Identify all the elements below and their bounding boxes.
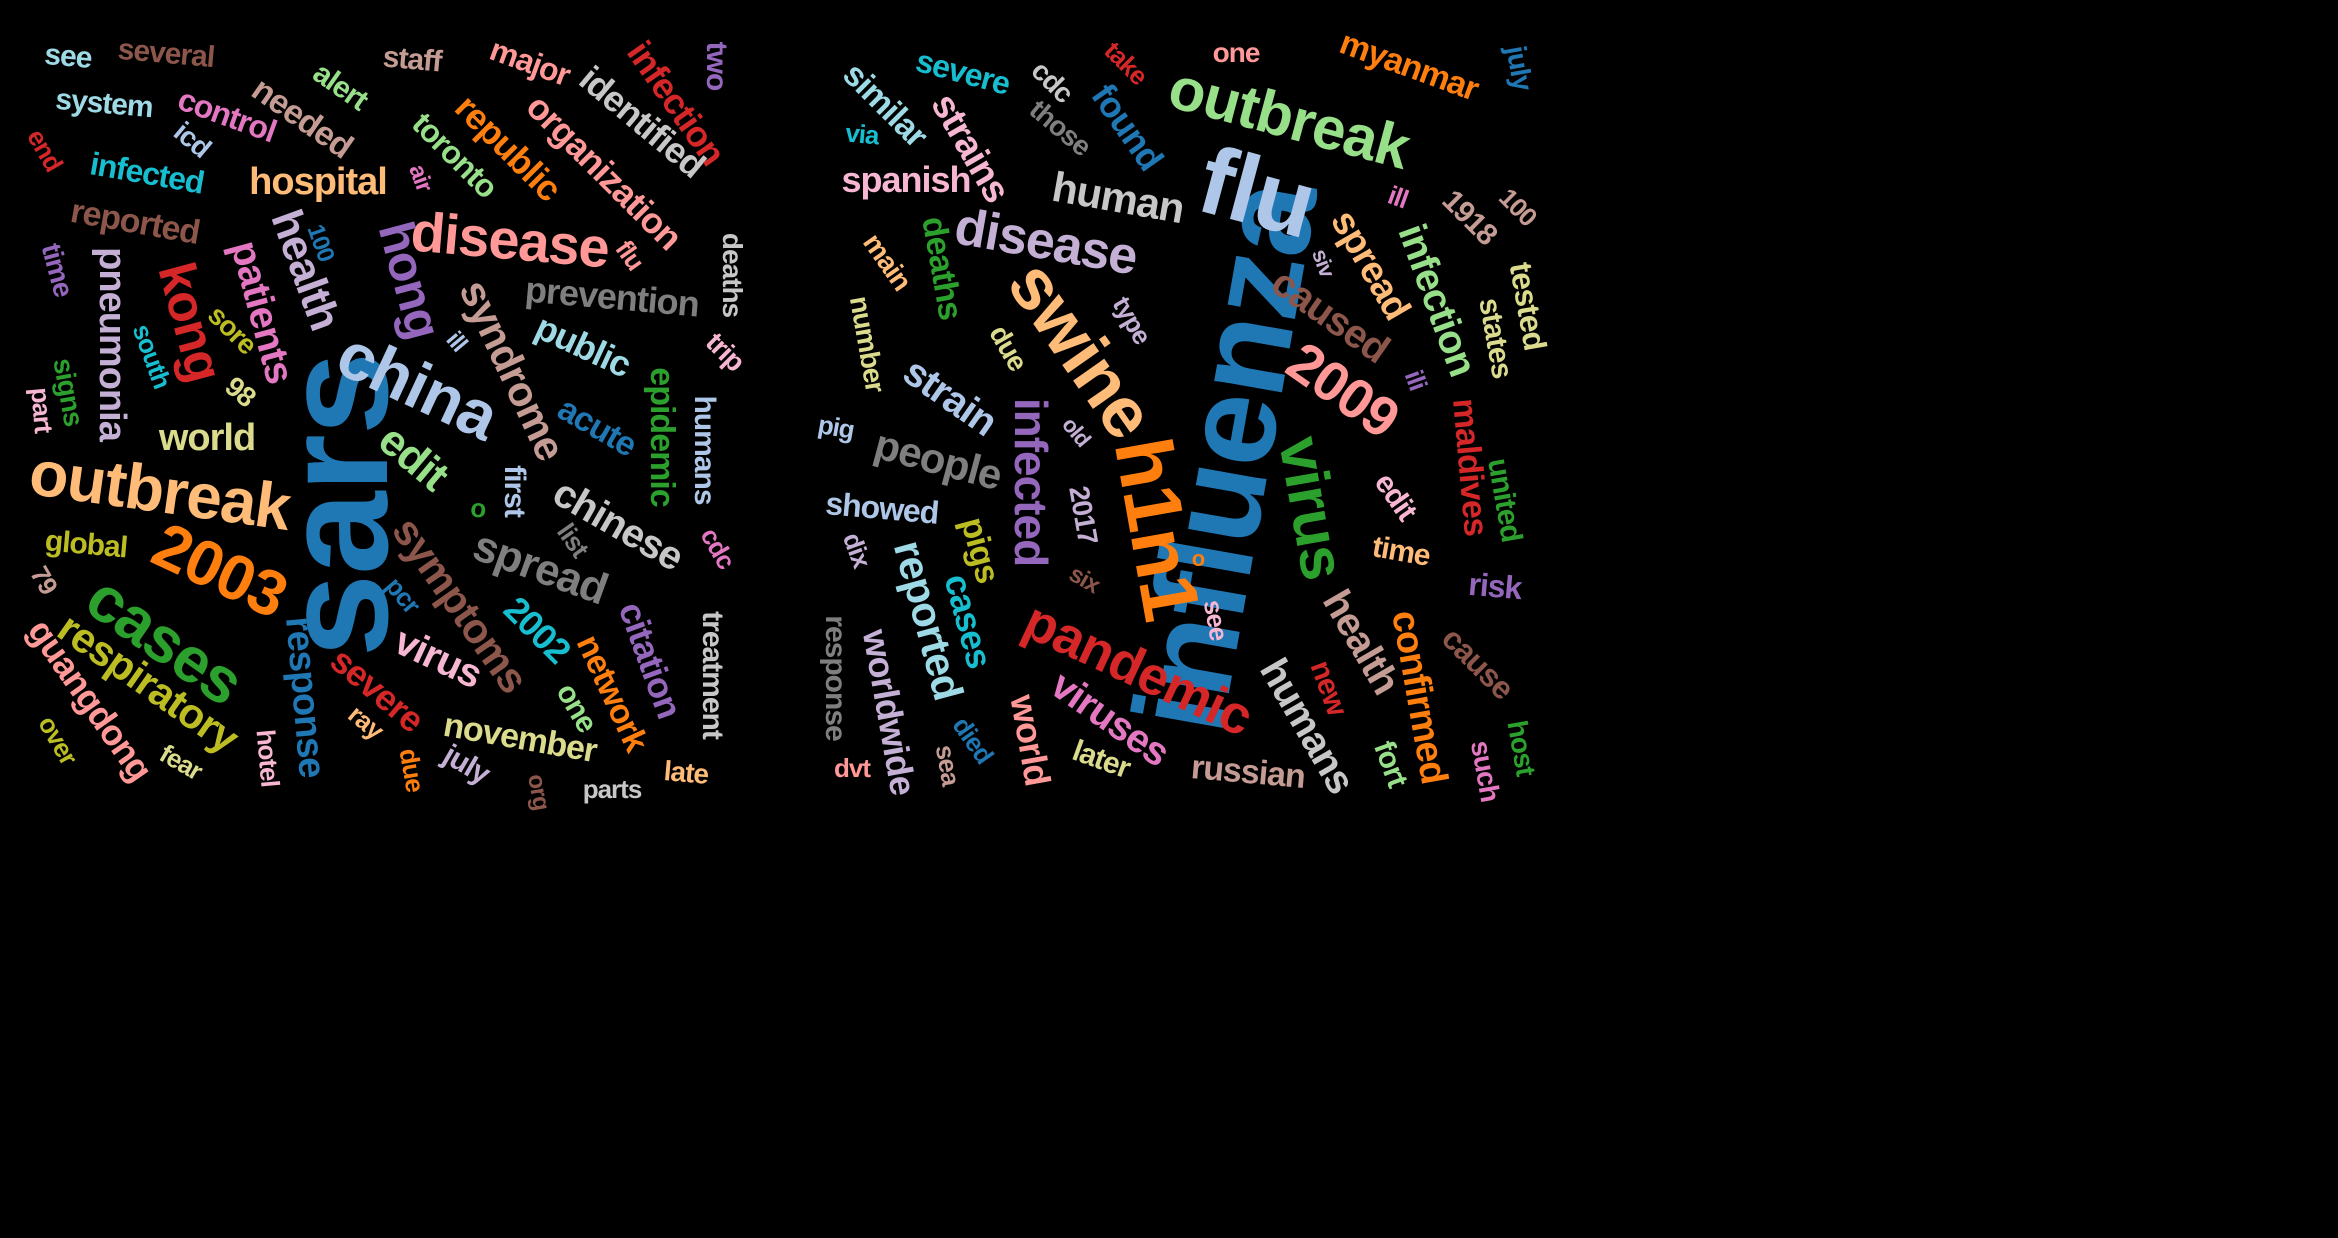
- word-sars-76: org: [522, 772, 555, 812]
- word-influenza-29: showed: [824, 485, 940, 531]
- word-influenza-39: time: [1369, 530, 1433, 573]
- word-sars-39: reported: [67, 192, 203, 252]
- word-sars-56: time: [35, 239, 80, 300]
- word-sars-44: several: [116, 32, 216, 75]
- word-influenza-67: sea: [929, 742, 967, 788]
- word-sars-24: acute: [551, 389, 643, 465]
- word-sars-77: parts: [582, 774, 643, 804]
- word-influenza-71: o: [1191, 546, 1205, 571]
- word-sars-48: see: [43, 38, 93, 75]
- word-sars-49: two: [700, 41, 733, 91]
- word-sars-62: ill: [440, 326, 473, 357]
- word-sars-36: humans: [688, 395, 721, 505]
- word-influenza-27: myanmar: [1334, 23, 1484, 109]
- word-sars-27: world: [158, 417, 256, 459]
- word-influenza-53: via: [844, 117, 880, 151]
- word-influenza-47: 100: [1493, 182, 1543, 232]
- word-sars-5: disease: [408, 199, 612, 280]
- word-sars-23: public: [529, 305, 638, 386]
- word-sars-12: spread: [466, 520, 614, 615]
- word-sars-54: flu: [609, 234, 651, 276]
- word-sars-74: due: [393, 746, 431, 794]
- word-sars-63: trip: [699, 326, 751, 378]
- word-sars-41: system: [54, 82, 154, 125]
- word-influenza-38: edit: [1367, 467, 1424, 527]
- word-sars-35: treatment: [696, 611, 729, 739]
- word-sars-25: epidemic: [643, 367, 681, 507]
- word-sars-51: end: [21, 123, 69, 177]
- word-influenza-54: july: [1500, 43, 1539, 93]
- word-sars-68: 79: [24, 560, 64, 600]
- word-sars-46: staff: [381, 40, 443, 79]
- word-influenza-60: pig: [815, 409, 857, 445]
- word-influenza-66: dvt: [834, 753, 871, 783]
- word-cloud-sars: sars china outbreak 2003 cases disease hong kon…: [20, 31, 751, 812]
- word-sars-64: global: [43, 524, 129, 565]
- word-influenza-49: one: [1212, 37, 1261, 68]
- word-sars-18: hospital: [249, 161, 388, 203]
- word-sars-67: cdc: [694, 522, 742, 574]
- word-sars-37: first: [498, 465, 531, 517]
- word-influenza-33: russian: [1189, 748, 1307, 796]
- word-influenza-45: such: [1464, 738, 1507, 804]
- word-influenza-48: ill: [1384, 179, 1412, 215]
- word-cloud-influenza: influenza flu h1n1 swine pandemic virus outbre…: [816, 0, 2338, 1238]
- word-sars-45: major: [485, 31, 575, 93]
- word-influenza-41: cause: [1434, 619, 1522, 707]
- word-sars-52: air: [403, 160, 438, 195]
- word-sars-71: hotel: [250, 728, 286, 788]
- word-sars-60: part: [25, 386, 59, 434]
- word-sars-65: o: [469, 492, 487, 524]
- word-sars-73: over: [32, 710, 84, 770]
- word-influenza-65: response: [819, 615, 852, 741]
- word-sars-78: late: [662, 755, 710, 790]
- word-influenza-44: host: [1501, 718, 1542, 778]
- word-influenza-10: infected: [1005, 397, 1057, 567]
- word-influenza-72: ili: [1398, 366, 1434, 394]
- word-influenza-5: virus: [1265, 431, 1358, 585]
- word-sars-17: pneumonia: [91, 247, 133, 441]
- word-influenza-70: see: [1197, 597, 1235, 643]
- word-influenza-40: risk: [1467, 565, 1523, 607]
- word-influenza-25: spanish: [841, 159, 971, 200]
- word-influenza-46: 1918: [1435, 183, 1504, 252]
- word-sars-55: deaths: [717, 232, 748, 318]
